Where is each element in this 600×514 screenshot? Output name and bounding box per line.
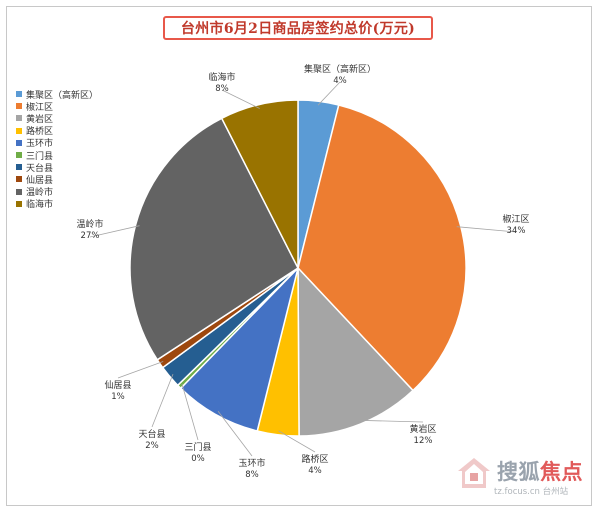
legend-label: 黄岩区 (26, 114, 54, 125)
legend-label: 路桥区 (26, 127, 54, 138)
legend-swatch (16, 139, 22, 146)
watermark-url: tz.focus.cn 台州站 (494, 487, 569, 497)
watermark-brand-part2: 焦点 (540, 460, 583, 484)
legend-item: 椒江区 (16, 100, 98, 113)
slice-label: 椒江区 (502, 213, 529, 225)
chart-legend: 集聚区（高新区） 椒江区 黄岩区路桥区 玉环市 三门县 天台县 仙居县温岭市 临海市 (16, 88, 98, 210)
legend-label: 玉环市 (26, 139, 54, 150)
leader-line (278, 430, 316, 453)
legend-item: 仙居县 (16, 173, 98, 186)
slice-percent-label: 8% (215, 84, 229, 94)
leader-line (89, 225, 140, 238)
slice-percent-label: 34% (507, 226, 526, 236)
legend-label: 三门县 (26, 151, 54, 162)
legend-swatch (16, 188, 22, 195)
legend-item: 三门县 (16, 149, 98, 162)
slice-label: 玉环市 (238, 457, 265, 469)
legend-item: 集聚区（高新区） (16, 88, 99, 101)
legend-swatch (16, 103, 22, 110)
slice-percent-label: 2% (145, 441, 159, 451)
watermark-brand: 搜狐焦点 (497, 456, 583, 486)
legend-swatch (16, 115, 22, 122)
slice-percent-label: 1% (111, 392, 125, 402)
leader-line (221, 89, 260, 109)
legend-swatch (16, 164, 22, 171)
legend-item: 玉环市 (16, 137, 98, 149)
slice-label: 温岭市 (76, 218, 103, 230)
legend-swatch (16, 200, 22, 207)
leader-line (117, 361, 164, 379)
leader-line (181, 383, 199, 441)
legend-swatch (16, 176, 22, 183)
slice-label: 集聚区（高新区） (304, 63, 376, 75)
leader-line (358, 419, 424, 423)
legend-item: 黄岩区 (16, 112, 98, 125)
slice-percent-label: 4% (333, 76, 347, 86)
leader-line (317, 81, 341, 106)
pie-slice (129, 117, 299, 361)
slice-label: 黄岩区 (409, 423, 436, 435)
slice-percent-label: 8% (245, 470, 259, 480)
legend-item: 天台县 (16, 161, 98, 174)
chart-title: 台州市6月2日商品房签约总价(万元) (180, 21, 416, 37)
chart-title-box: 台州市6月2日商品房签约总价(万元) (163, 16, 433, 40)
legend-item: 路桥区 (16, 125, 98, 137)
pie-slice (179, 265, 300, 432)
legend-swatch (16, 91, 22, 98)
slice-label: 临海市 (208, 71, 235, 83)
sohu-focus-watermark: 搜狐焦点 tz.focus.cn 台州站 (442, 450, 592, 504)
house-logo-icon (458, 458, 490, 488)
slice-percent-label: 0% (191, 454, 205, 464)
slice-percent-label: 12% (414, 436, 433, 446)
leader-line (151, 373, 174, 428)
pie-slice (297, 104, 467, 392)
watermark-brand-part1: 搜狐 (497, 460, 540, 484)
legend-swatch (16, 152, 22, 159)
legend-label: 临海市 (26, 200, 54, 211)
legend-label: 天台县 (26, 163, 54, 174)
slice-percent-label: 27% (81, 231, 100, 241)
legend-swatch (16, 127, 22, 134)
legend-label: 椒江区 (26, 102, 54, 113)
slice-label: 三门县 (184, 441, 211, 453)
legend-label: 仙居县 (26, 175, 54, 186)
slice-label: 路桥区 (301, 453, 328, 465)
pie-slice (220, 99, 299, 269)
legend-label: 温岭市 (26, 188, 54, 199)
legend-label: 集聚区（高新区） (26, 90, 99, 101)
legend-item: 临海市 (16, 198, 98, 210)
leader-line (217, 410, 253, 457)
slice-label: 天台县 (138, 428, 165, 440)
legend-item: 温岭市 (16, 186, 98, 198)
slice-label: 仙居县 (104, 379, 131, 391)
slice-percent-label: 4% (308, 466, 322, 476)
leader-line (456, 226, 517, 233)
pie-slice (297, 266, 415, 437)
